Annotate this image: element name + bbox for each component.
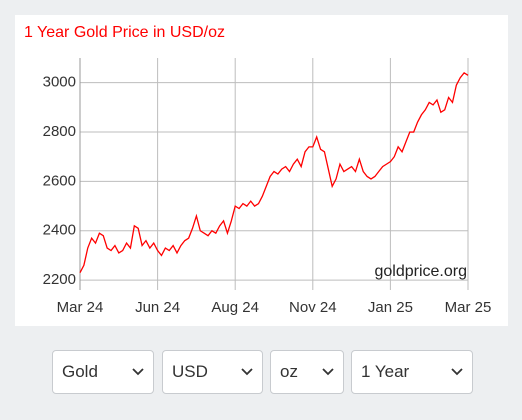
x-tick-label: Jan 25	[368, 299, 413, 316]
x-tick-label: Nov 24	[289, 299, 337, 316]
dropdown[interactable]: 1 Year	[351, 350, 473, 394]
price-line	[79, 71, 469, 274]
chart-title: 1 Year Gold Price in USD/oz	[24, 24, 225, 41]
chevron	[451, 368, 463, 376]
y-tick-label: 2800	[43, 123, 76, 140]
y-tick-label: 2600	[43, 172, 76, 189]
dropdown-label: 1 Year	[361, 362, 410, 381]
chevron	[132, 368, 144, 376]
watermark: goldprice.org	[375, 263, 468, 280]
dropdown[interactable]: USD	[162, 350, 263, 394]
chart: 1 Year Gold Price in USD/oz 2200 2400 2600…	[24, 24, 492, 316]
dropdown-label: Gold	[62, 362, 98, 381]
x-tick-label: Aug 24	[211, 299, 259, 316]
y-tick-label: 2200	[43, 271, 76, 288]
chart-panel: 1 Year Gold Price in USD/oz 2200 2400 2600…	[15, 15, 508, 326]
x-tick-label: Mar 25	[445, 299, 492, 316]
dropdown[interactable]: oz	[270, 350, 344, 394]
y-tick-label: 2400	[43, 222, 76, 239]
dropdown-label: oz	[280, 362, 298, 381]
x-tick-label: Mar 24	[57, 299, 104, 316]
y-tick-label: 3000	[43, 74, 76, 91]
chevron	[241, 368, 253, 376]
dropdown-label: USD	[172, 362, 208, 381]
chevron	[322, 368, 334, 376]
dropdown[interactable]: Gold	[52, 350, 154, 394]
x-tick-label: Jun 24	[135, 299, 180, 316]
